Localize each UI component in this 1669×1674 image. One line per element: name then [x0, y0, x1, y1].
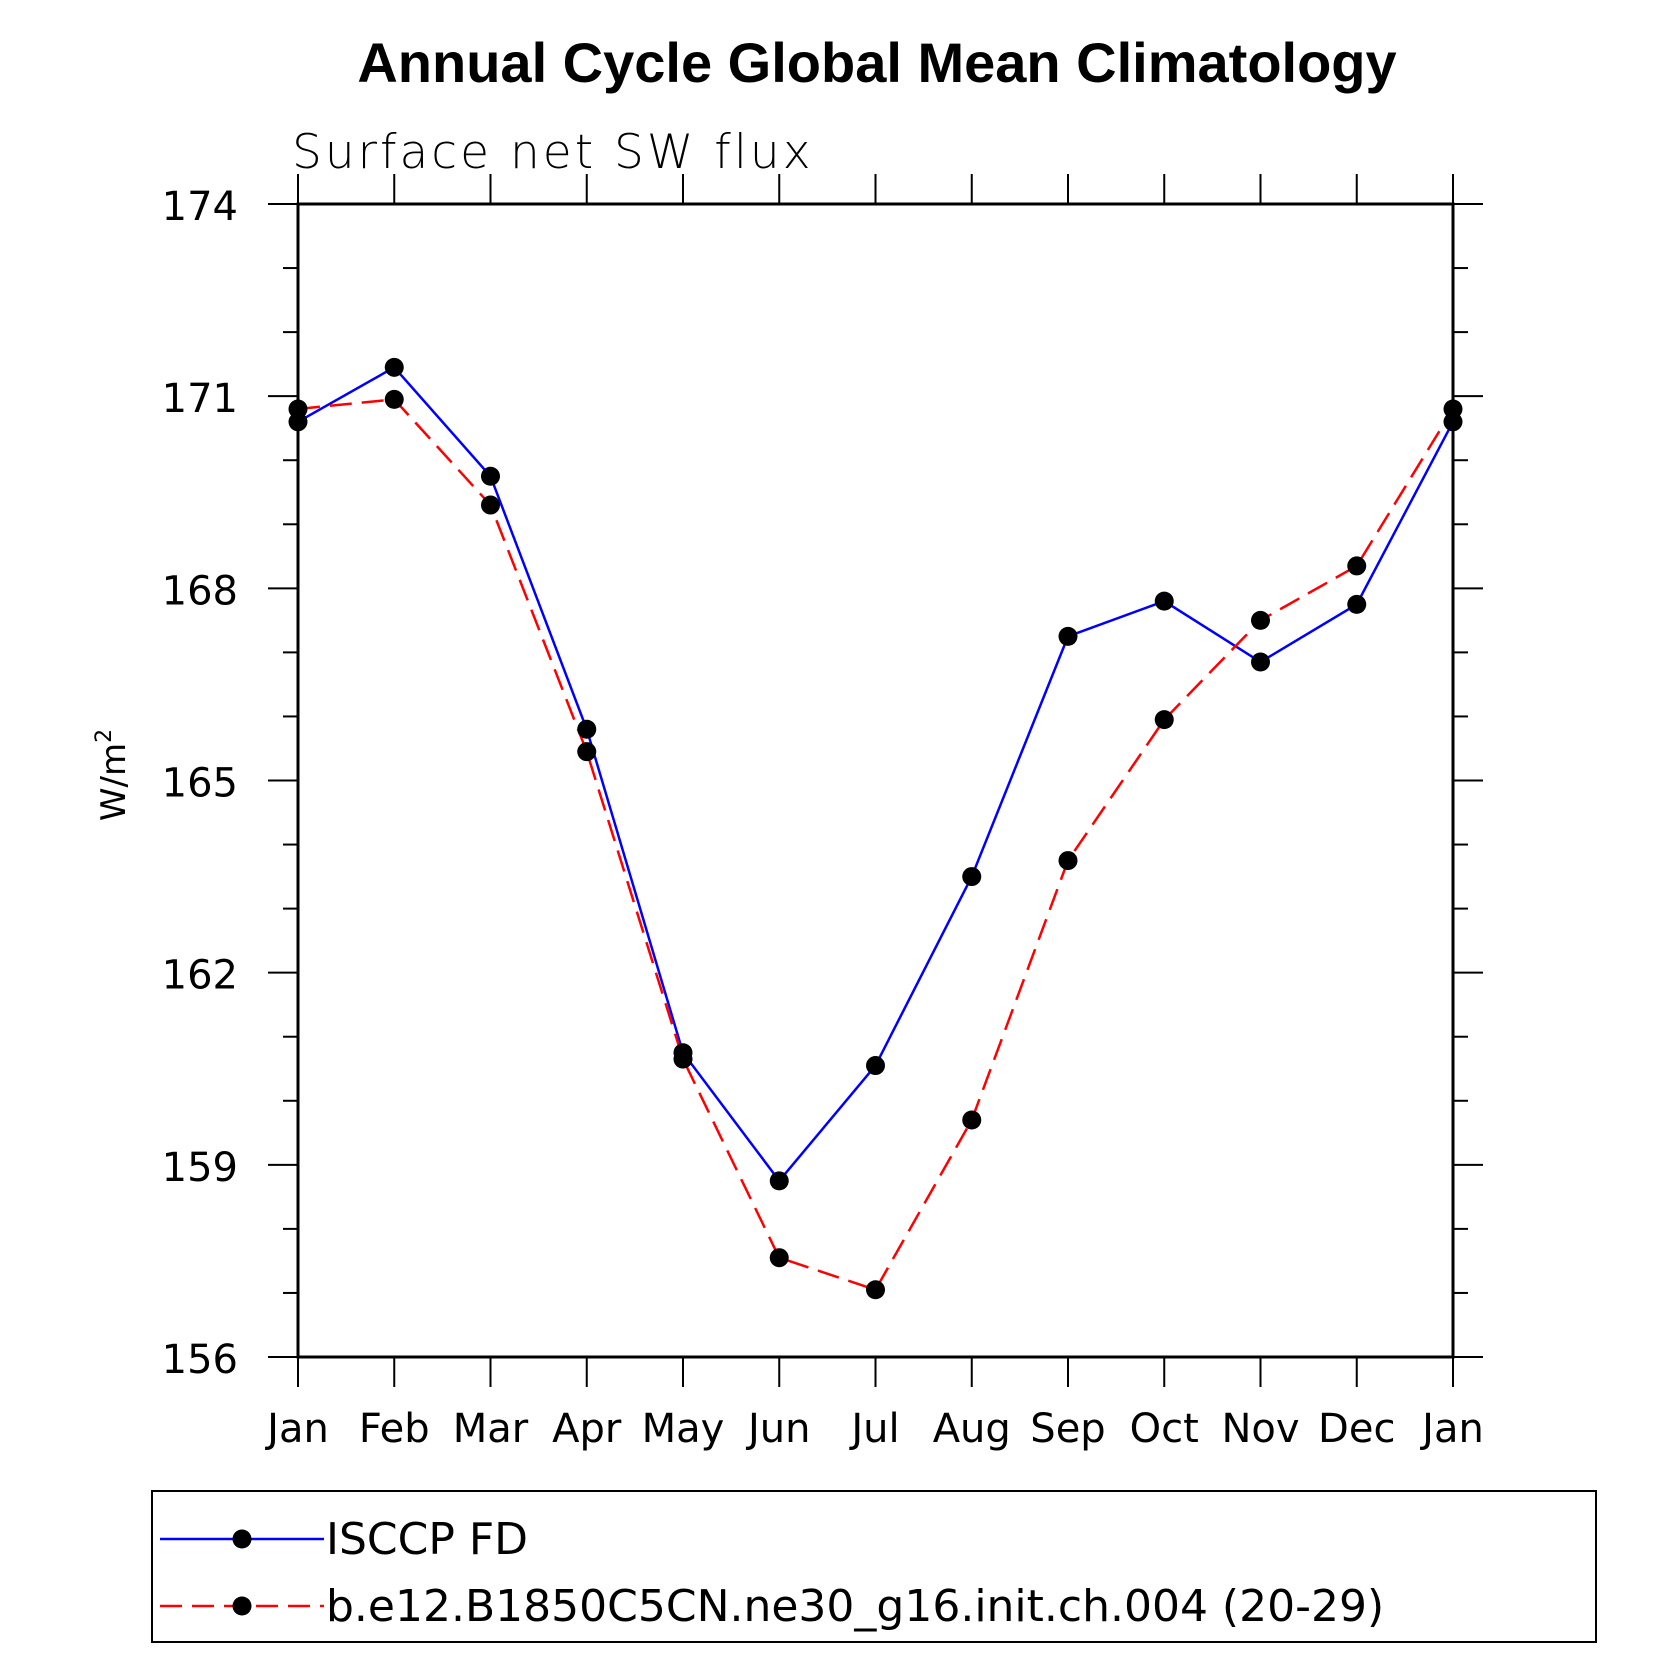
- series-1-point: [1154, 710, 1174, 730]
- series-line-1: [297, 398, 1455, 1292]
- series-1-point: [288, 399, 308, 419]
- chart-subtitle: Surface net SW flux: [292, 125, 814, 180]
- legend-marker-1: [232, 1596, 252, 1616]
- series-0-point: [1347, 594, 1367, 614]
- svg-text:W/m2: W/m2: [92, 729, 134, 821]
- x-tick-label: May: [642, 1406, 725, 1452]
- series-1-point: [1347, 556, 1367, 576]
- series-0-point: [384, 357, 404, 377]
- series-0-point: [481, 466, 500, 486]
- x-tick-label: Oct: [1130, 1406, 1199, 1452]
- legend-marker-0: [232, 1529, 252, 1549]
- y-tick-label: 174: [162, 184, 238, 230]
- series-0-point: [577, 719, 597, 739]
- legend-box: [151, 1490, 1597, 1643]
- x-tick-label: Sep: [1030, 1406, 1105, 1452]
- series-0-point: [1251, 652, 1270, 672]
- series-1-point: [673, 1049, 693, 1069]
- series-0-point: [962, 867, 982, 887]
- axes-ticks: Jan Feb Mar Apr May Jun Jul Aug Sep Oct Nov Dec Jan 1…: [162, 174, 1484, 1452]
- series-1-point: [769, 1248, 789, 1268]
- series-0-point: [1058, 626, 1078, 646]
- series-1-point: [866, 1280, 885, 1300]
- legend: ISCCP FD b.e12.B1850C5CN.ne30_g16.init.ch…: [160, 1514, 1384, 1632]
- x-tick-label: Apr: [552, 1406, 622, 1452]
- y-tick-label: 168: [162, 568, 238, 614]
- x-tick-label: Aug: [933, 1406, 1011, 1452]
- series-0-point: [1154, 591, 1174, 611]
- x-tick-label: Nov: [1221, 1406, 1299, 1452]
- x-tick-label: Jun: [745, 1406, 811, 1452]
- x-tick-label: Mar: [453, 1406, 529, 1452]
- y-axis-label: W/m2: [92, 729, 134, 821]
- x-tick-label: Jul: [848, 1406, 899, 1452]
- y-tick-label: 171: [162, 376, 238, 422]
- series-1-point: [481, 495, 500, 515]
- series-1-point: [384, 389, 404, 409]
- legend-label-0: ISCCP FD: [326, 1514, 528, 1565]
- series-1-point: [577, 742, 597, 762]
- series-0-point: [769, 1171, 789, 1191]
- series-1-point: [1251, 610, 1270, 630]
- series-1-point: [1058, 851, 1078, 871]
- x-tick-label: Dec: [1318, 1406, 1395, 1452]
- x-tick-label: Feb: [359, 1406, 430, 1452]
- y-tick-label: 156: [162, 1337, 238, 1383]
- legend-label-1: b.e12.B1850C5CN.ne30_g16.init.ch.004 (20…: [326, 1581, 1384, 1632]
- series-0-point: [866, 1056, 885, 1076]
- y-axis-label-text: W/m: [94, 743, 134, 821]
- plot-frame: [296, 202, 1455, 1359]
- chart-title: Annual Cycle Global Mean Climatology: [357, 31, 1396, 94]
- series-layer: [288, 357, 1463, 1300]
- x-tick-label: Jan: [264, 1406, 329, 1452]
- y-tick-label: 162: [162, 953, 238, 999]
- x-tick-label: Jan: [1419, 1406, 1484, 1452]
- series-1-point: [962, 1110, 982, 1130]
- y-tick-label: 159: [162, 1145, 238, 1191]
- series-1-point: [1443, 399, 1463, 419]
- y-axis-label-superscript: 2: [92, 729, 117, 743]
- y-tick-label: 165: [162, 761, 238, 807]
